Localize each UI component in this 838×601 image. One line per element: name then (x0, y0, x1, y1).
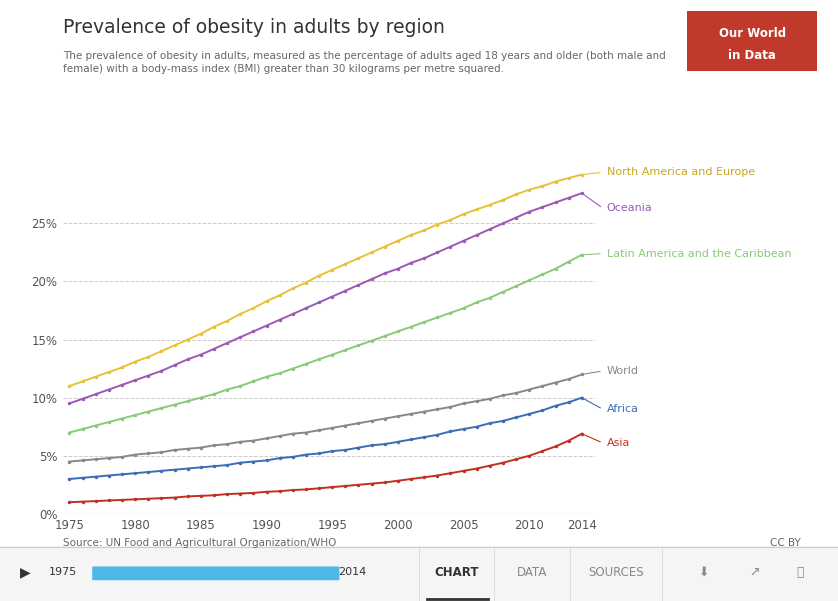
Text: Asia: Asia (607, 438, 630, 448)
Text: CHART: CHART (434, 566, 479, 579)
Text: 2014: 2014 (338, 567, 366, 577)
Text: The prevalence of obesity in adults, measured as the percentage of adults aged 1: The prevalence of obesity in adults, mea… (63, 51, 665, 75)
Text: Oceania: Oceania (607, 203, 653, 213)
Text: ↗: ↗ (749, 566, 759, 579)
Text: Latin America and the Caribbean: Latin America and the Caribbean (607, 249, 791, 258)
Text: Prevalence of obesity in adults by region: Prevalence of obesity in adults by regio… (63, 18, 445, 37)
Text: Source: UN Food and Agricultural Organization/WHO: Source: UN Food and Agricultural Organiz… (63, 538, 336, 548)
Text: ▶: ▶ (20, 566, 30, 579)
FancyBboxPatch shape (92, 566, 339, 581)
Text: Our World: Our World (718, 27, 786, 40)
Text: World: World (607, 366, 639, 376)
Text: ⛶: ⛶ (797, 566, 804, 579)
Text: CC BY: CC BY (769, 538, 800, 548)
Text: SOURCES: SOURCES (588, 566, 644, 579)
Text: DATA: DATA (517, 566, 547, 579)
Text: in Data: in Data (728, 49, 776, 63)
Text: ⬇: ⬇ (699, 566, 709, 579)
Text: 1975: 1975 (49, 567, 77, 577)
Text: North America and Europe: North America and Europe (607, 167, 755, 177)
Text: Africa: Africa (607, 404, 639, 414)
